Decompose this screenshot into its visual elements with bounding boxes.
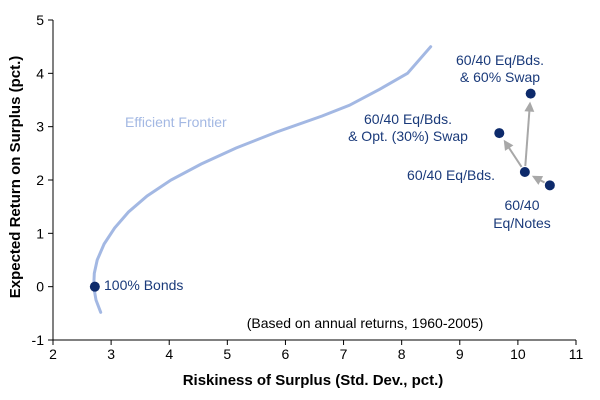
x-tick-label: 2: [49, 346, 57, 362]
x-ticks: 2 3 4 5 6 7 8 9 10 11: [49, 340, 583, 362]
y-tick-label: 3: [36, 119, 44, 135]
label-opt-swap-line1: 60/40 Eq/Bds.: [364, 111, 452, 127]
label-60-swap-line2: & 60% Swap: [460, 69, 540, 85]
arrow-head: [531, 175, 544, 185]
y-tick-label: -1: [32, 332, 45, 348]
label-60-swap-line1: 60/40 Eq/Bds.: [456, 52, 544, 68]
x-tick-label: 3: [107, 346, 115, 362]
arrow: [531, 175, 546, 185]
frontier-label: Efficient Frontier: [125, 114, 227, 130]
x-tick-label: 7: [340, 346, 348, 362]
arrow-shaft: [506, 144, 523, 168]
x-tick-label: 11: [569, 346, 584, 362]
x-tick-label: 8: [398, 346, 406, 362]
arrow-head: [503, 139, 514, 151]
label-60-40-eq-notes-line2: Eq/Notes: [493, 215, 551, 231]
arrow-shaft: [524, 107, 531, 167]
y-tick-label: 1: [36, 225, 44, 241]
efficient-frontier-curve: [92, 45, 433, 314]
y-tick-label: 4: [36, 65, 44, 81]
label-60-40-eq-notes-line1: 60/40: [504, 197, 539, 213]
label-60-40-eq-bds: 60/40 Eq/Bds.: [407, 167, 495, 183]
x-axis-title: Riskiness of Surplus (Std. Dev., pct.): [183, 372, 444, 389]
point-60-40-eq-notes: [544, 180, 555, 191]
arrow: [503, 139, 523, 168]
y-axis-title: Expected Return on Surplus (pct.): [7, 56, 24, 299]
annotation-note: (Based on annual returns, 1960-2005): [247, 315, 484, 331]
x-tick-label: 4: [165, 346, 173, 362]
arrow: [524, 101, 535, 167]
label-100-bonds: 100% Bonds: [104, 277, 183, 293]
y-tick-label: 0: [36, 279, 44, 295]
data-points: [89, 88, 555, 292]
x-tick-label: 10: [510, 346, 526, 362]
y-tick-label: 5: [36, 12, 44, 28]
label-opt-swap-line2: & Opt. (30%) Swap: [348, 128, 468, 144]
point-100-bonds: [89, 281, 100, 292]
point-60-40-eq-bds-opt-30-swap: [494, 128, 505, 139]
y-ticks: -1 0 1 2 3 4 5: [32, 12, 53, 348]
arrows: [503, 101, 546, 185]
point-60-40-eq-bds: [519, 167, 530, 177]
x-tick-label: 6: [282, 346, 290, 362]
y-tick-label: 2: [36, 172, 44, 188]
arrow-head: [524, 101, 535, 112]
x-tick-label: 9: [456, 346, 464, 362]
x-tick-label: 5: [223, 346, 231, 362]
point-60-40-eq-bds-60-swap: [525, 88, 536, 99]
